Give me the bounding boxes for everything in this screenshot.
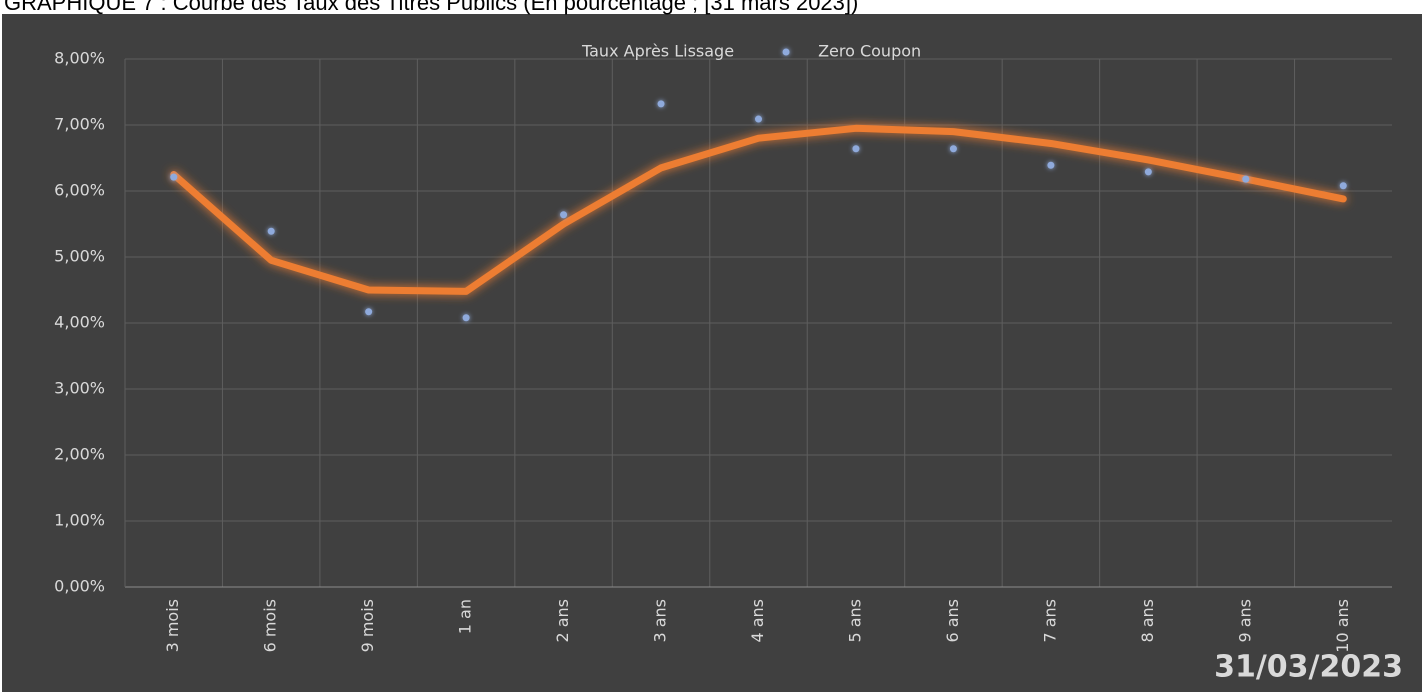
marker: [1047, 161, 1055, 169]
marker: [1144, 168, 1152, 176]
x-tick-label: 6 ans: [943, 599, 962, 643]
marker: [1339, 182, 1347, 190]
x-tick-label: 2 ans: [553, 599, 572, 643]
marker: [170, 173, 178, 181]
y-tick-label: 2,00%: [54, 445, 105, 464]
marker: [852, 145, 860, 153]
marker: [1242, 175, 1250, 183]
date-annotation: 31/03/2023: [1214, 650, 1403, 685]
x-tick-label: 1 an: [456, 599, 475, 634]
legend-label: Zero Coupon: [818, 42, 921, 61]
chart-title: GRAPHIQUE 7 : Courbe des Taux des Titres…: [4, 0, 858, 15]
legend-swatch: [782, 48, 790, 56]
x-tick-label: 8 ans: [1138, 599, 1157, 643]
marker: [462, 314, 470, 322]
y-tick-label: 5,00%: [54, 247, 105, 266]
y-tick-label: 3,00%: [54, 379, 105, 398]
y-tick-label: 7,00%: [54, 115, 105, 134]
marker: [949, 145, 957, 153]
chart-background: [2, 14, 1422, 692]
marker: [267, 227, 275, 235]
y-tick-label: 6,00%: [54, 181, 105, 200]
line-series: [170, 124, 1347, 295]
x-tick-label: 3 mois: [163, 599, 182, 652]
x-tick-label: 7 ans: [1040, 599, 1059, 643]
marker: [560, 211, 568, 219]
marker: [657, 100, 665, 108]
marker: [755, 115, 762, 123]
x-tick-label: 6 mois: [261, 599, 280, 652]
x-tick-label: 10 ans: [1333, 599, 1352, 653]
x-tick-label: 9 ans: [1235, 599, 1254, 643]
x-tick-label: 5 ans: [845, 599, 864, 643]
y-tick-label: 0,00%: [54, 577, 105, 596]
x-tick-label: 4 ans: [748, 599, 767, 643]
y-tick-label: 1,00%: [54, 511, 105, 530]
y-tick-label: 8,00%: [54, 49, 105, 68]
x-tick-label: 3 ans: [651, 599, 670, 643]
x-tick-label: 9 mois: [358, 599, 377, 652]
legend-label: Taux Après Lissage: [581, 42, 734, 61]
marker: [365, 308, 373, 316]
y-tick-label: 4,00%: [54, 313, 105, 332]
